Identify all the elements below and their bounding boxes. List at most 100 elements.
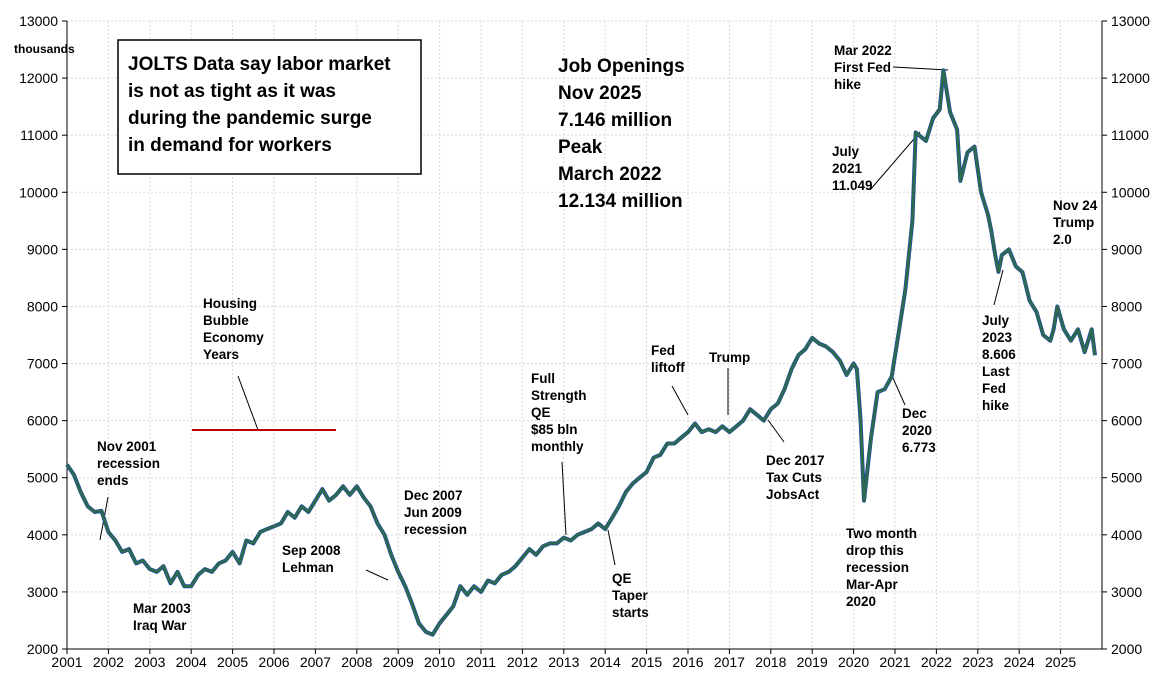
x-tick-label: 2013	[548, 654, 579, 670]
y2-tick-label: 8000	[1111, 298, 1142, 314]
x-tick-label: 2003	[134, 654, 165, 670]
x-tick-label: 2008	[341, 654, 372, 670]
x-tick-label: 2018	[755, 654, 786, 670]
y-axis-label: thousands	[14, 42, 75, 56]
annotation: 6.773	[902, 440, 936, 455]
annotation: Iraq War	[133, 618, 187, 633]
annotation: Lehman	[282, 560, 334, 575]
annotation: Economy	[203, 330, 264, 345]
y2-tick-label: 11000	[1111, 127, 1149, 143]
summary-line: March 2022	[558, 164, 662, 185]
x-tick-label: 2021	[879, 654, 910, 670]
annotation: 2.0	[1053, 232, 1072, 247]
pointer	[892, 66, 949, 71]
annotation: Mar-Apr	[846, 577, 898, 592]
x-tick-label: 2005	[217, 654, 248, 670]
text-box-line: is not as tight as it was	[128, 81, 336, 102]
x-tick-label: 2012	[507, 654, 538, 670]
text-box	[117, 39, 422, 175]
y-tick-label: 7000	[27, 356, 58, 372]
y2-tick-label: 7000	[1111, 356, 1142, 372]
x-tick-label: 2016	[672, 654, 703, 670]
annotation: July	[982, 313, 1010, 328]
annotation: Jun 2009	[404, 505, 462, 520]
annotation: Trump	[1053, 215, 1094, 230]
annotation: hike	[982, 398, 1010, 413]
x-tick-label: 2015	[631, 654, 662, 670]
pointer	[237, 375, 259, 431]
y2-tick-label: 12000	[1111, 70, 1150, 86]
annotation: 8.606	[982, 347, 1016, 362]
annotation: Years	[203, 347, 239, 362]
annotation: Trump	[709, 350, 750, 365]
x-tick-label: 2010	[424, 654, 455, 670]
y-tick-label: 11000	[20, 127, 58, 143]
summary-line: 12.134 million	[558, 191, 683, 212]
y2-tick-label: 6000	[1111, 413, 1142, 429]
annotation: Full	[531, 371, 555, 386]
text-box-line: in demand for workers	[128, 135, 332, 156]
annotation: Strength	[531, 388, 587, 403]
annotation: July	[832, 144, 860, 159]
x-tick-label: 2025	[1045, 654, 1076, 670]
annotation: Dec	[902, 406, 927, 421]
pointer	[869, 131, 921, 191]
annotation: Dec 2007	[404, 488, 463, 503]
y2-tick-label: 5000	[1111, 470, 1142, 486]
annotation: Mar 2022	[834, 43, 892, 58]
x-tick-label: 2009	[383, 654, 414, 670]
y2-tick-label: 9000	[1111, 241, 1142, 257]
annotation: Two month	[846, 526, 917, 541]
y2-tick-label: 13000	[1111, 13, 1150, 29]
series-line	[65, 69, 1097, 636]
annotation: Fed	[651, 343, 675, 358]
y-tick-label: 6000	[27, 413, 58, 429]
annotation: Fed	[982, 381, 1006, 396]
x-tick-label: 2023	[962, 654, 993, 670]
summary-line: Nov 2025	[558, 83, 642, 104]
y-tick-label: 5000	[27, 470, 58, 486]
annotation: QE	[531, 405, 551, 420]
annotation: recession	[97, 456, 160, 471]
y-tick-label: 2000	[27, 641, 58, 657]
text-box-line: during the pandemic surge	[128, 108, 372, 129]
annotation: 2020	[902, 423, 932, 438]
x-tick-label: 2001	[51, 654, 82, 670]
annotation: Sep 2008	[282, 543, 341, 558]
annotation: Mar 2003	[133, 601, 191, 616]
y-tick-label: 3000	[27, 584, 58, 600]
pointer	[365, 569, 389, 581]
annotation: Bubble	[203, 313, 249, 328]
annotation: ends	[97, 473, 129, 488]
pointer	[767, 419, 785, 443]
x-tick-label: 2022	[921, 654, 952, 670]
y-tick-label: 12000	[19, 70, 58, 86]
y2-tick-label: 3000	[1111, 584, 1142, 600]
y-tick-label: 4000	[27, 527, 58, 543]
pointer	[993, 269, 1004, 306]
pointer	[561, 461, 567, 536]
y-tick-label: 9000	[27, 241, 58, 257]
y-tick-label: 13000	[19, 13, 58, 29]
annotation: JobsAct	[766, 487, 820, 502]
annotation: 2020	[846, 594, 876, 609]
annotation: Taper	[612, 588, 649, 603]
annotation: 2023	[982, 330, 1013, 345]
annotation: Tax Cuts	[766, 470, 822, 485]
x-tick-label: 2007	[300, 654, 331, 670]
annotation: monthly	[531, 439, 584, 454]
pointer	[607, 529, 616, 566]
x-tick-label: 2019	[797, 654, 828, 670]
text-box-line: JOLTS Data say labor market	[128, 54, 391, 75]
summary-line: Peak	[558, 137, 603, 158]
x-tick-label: 2004	[176, 654, 207, 670]
annotation: drop this	[846, 543, 904, 558]
y-tick-label: 10000	[19, 184, 58, 200]
x-tick-label: 2024	[1004, 654, 1035, 670]
y2-tick-label: 2000	[1111, 641, 1142, 657]
annotation: Dec 2017	[766, 453, 825, 468]
annotation: liftoff	[651, 360, 685, 375]
annotation: 2021	[832, 161, 863, 176]
y2-tick-label: 4000	[1111, 527, 1142, 543]
